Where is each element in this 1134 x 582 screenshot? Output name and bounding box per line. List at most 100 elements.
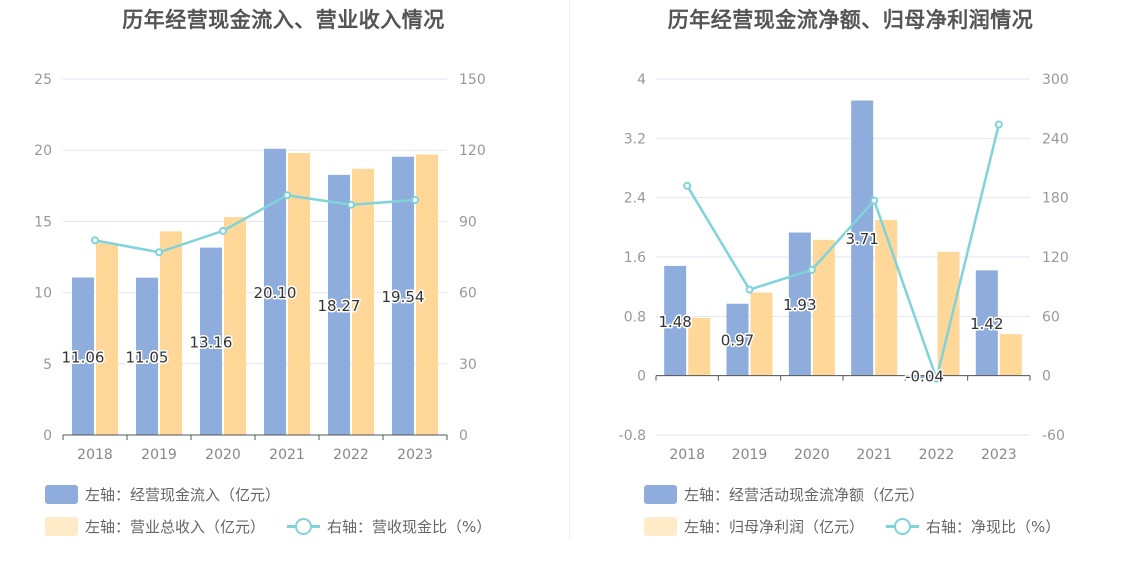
legend-item-net-profit[interactable]: 左轴：归母净利润（亿元）: [644, 516, 864, 537]
y-right-tick-label: 180: [1042, 191, 1069, 207]
y-right-tick-label: 0: [1042, 369, 1051, 385]
chart-panel-right: 历年经营现金流净额、归母净利润情况 -0.8 0 0.8 1.6 2.4 3.2 4 -60 0…: [567, 0, 1134, 582]
y-left-tick-label: 25: [34, 72, 52, 88]
line-point-2023: [994, 120, 1003, 129]
x-tick-label-2019: 2019: [732, 447, 768, 463]
x-tick-label-2018: 2018: [669, 447, 705, 463]
bar-secondary-2022: [937, 251, 960, 376]
x-tick-label-2020: 2020: [794, 447, 830, 463]
y-right-tick-label: 300: [1042, 72, 1069, 88]
bar-primary-2021: [851, 100, 874, 376]
line-point-2021: [870, 196, 879, 205]
line-point-2018: [91, 236, 99, 245]
chart-title-left: 历年经营现金流入、营业收入情况: [122, 8, 445, 32]
legend-line-cash-ratio-icon: [886, 517, 920, 536]
line-point-2023: [411, 196, 419, 205]
x-tick-label-2021: 2021: [269, 447, 305, 463]
line-point-2020: [807, 265, 816, 274]
line-point-2021: [283, 191, 291, 200]
x-tick-label-2020: 2020: [205, 447, 241, 463]
y-right-tick-label: 60: [459, 286, 477, 302]
line-point-2020: [219, 226, 227, 235]
data-label-2018: 1.48: [658, 313, 691, 331]
y-left-tick-label: 0: [637, 369, 646, 385]
panel-divider: [569, 0, 570, 540]
bar-primary-2023: [975, 270, 998, 376]
bar-secondary-2019: [160, 231, 182, 435]
legend-item-ratio[interactable]: 右轴：营收现金比（%）: [287, 516, 491, 537]
y-left-tick-label: 0.8: [624, 309, 646, 325]
y-left-tick-label: 3.2: [624, 131, 646, 147]
bar-secondary-2019: [750, 292, 773, 376]
legend-label-net-cashflow: 左轴：经营活动现金流净额（亿元）: [684, 485, 925, 504]
legend-item-cash-ratio[interactable]: 右轴：净现比（%）: [886, 516, 1060, 537]
line-point-2022: [932, 374, 941, 383]
data-label-2022: 18.27: [318, 297, 361, 315]
y-right-tick-label: -60: [1042, 428, 1065, 444]
legend-label-ratio: 右轴：营收现金比（%）: [327, 517, 492, 536]
legend-item-revenue[interactable]: 左轴：营业总收入（亿元）: [45, 516, 265, 537]
legend-right: 左轴：经营活动现金流净额（亿元） 左轴：归母净利润（亿元） 右轴：净现比（%）: [644, 478, 1134, 542]
y-left-tick-label: 15: [34, 214, 52, 230]
legend-item-inflow[interactable]: 左轴：经营现金流入（亿元）: [45, 484, 280, 505]
bar-primary-2019: [726, 303, 749, 376]
data-label-2018: 11.06: [62, 348, 105, 366]
y-left-tick-label: 1.6: [624, 250, 646, 266]
chart-panel-left: 历年经营现金流入、营业收入情况 0 5 10 15 20 25 0 30 60 90 120 150 2…: [34, 8, 565, 542]
y-right-tick-label: 150: [459, 72, 486, 88]
bar-primary-2021: [264, 148, 286, 435]
x-tick-label-2023: 2023: [981, 447, 1017, 463]
bar-secondary-2020: [224, 217, 246, 435]
data-label-2023: 19.54: [382, 288, 425, 306]
bar-secondary-2018: [688, 317, 711, 376]
data-label-2023: 1.42: [970, 315, 1003, 333]
x-tick-label-2022: 2022: [333, 447, 369, 463]
bar-primary-2018: [72, 277, 94, 435]
legend-label-revenue: 左轴：营业总收入（亿元）: [85, 517, 266, 536]
legend-item-net-cashflow[interactable]: 左轴：经营活动现金流净额（亿元）: [644, 484, 924, 505]
legend-left: 左轴：经营现金流入（亿元） 左轴：营业总收入（亿元） 右轴：营收现金比（%）: [45, 478, 565, 542]
line-series-right: [686, 124, 1001, 384]
bar-secondary-2022: [352, 168, 374, 435]
y-right-tick-label: 240: [1042, 131, 1069, 147]
line-point-2019: [155, 248, 163, 257]
y-right-tick-label: 30: [459, 357, 477, 373]
bar-primary-2020: [200, 247, 222, 435]
bar-primary-2022: [913, 375, 936, 379]
bar-primary-2019: [136, 277, 158, 435]
legend-swatch-net-profit: [644, 516, 677, 536]
legend-line-ratio-icon: [287, 517, 321, 536]
x-tick-label-2018: 2018: [77, 447, 113, 463]
y-left-tick-label: 5: [43, 357, 52, 373]
legend-label-cash-ratio: 右轴：净现比（%）: [926, 517, 1061, 536]
line-point-2022: [347, 200, 355, 209]
bar-secondary-2021: [288, 153, 310, 435]
x-tick-label-2019: 2019: [141, 447, 177, 463]
data-label-2020: 13.16: [190, 333, 233, 351]
legend-label-net-profit: 左轴：归母净利润（亿元）: [684, 517, 865, 536]
data-label-2022: -0.04: [905, 368, 944, 386]
bar-secondary-2020: [812, 239, 835, 376]
y-left-tick-label: 2.4: [624, 191, 646, 207]
bar-primary-2022: [328, 174, 350, 435]
line-point-2018: [683, 181, 692, 190]
bar-primary-2023: [392, 156, 414, 435]
y-right-tick-label: 0: [459, 428, 468, 444]
legend-swatch-revenue: [45, 516, 78, 536]
y-left-tick-label: 10: [34, 286, 52, 302]
bar-secondary-2021: [875, 219, 898, 376]
bar-secondary-2023: [416, 154, 438, 436]
bar-primary-2018: [664, 265, 687, 376]
y-left-tick-label: -0.8: [619, 428, 646, 444]
y-left-tick-label: 0: [43, 428, 52, 444]
chart-plot-left: 0 5 10 15 20 25 0 30 60 90 120 150 2018 2019 2020 2021 2…: [34, 72, 486, 463]
bar-primary-2020: [788, 232, 811, 376]
bar-secondary-2018: [96, 242, 118, 435]
y-right-tick-label: 90: [459, 214, 477, 230]
bar-secondary-2023: [999, 334, 1022, 376]
y-left-tick-label: 20: [34, 143, 52, 159]
x-tick-label-2022: 2022: [919, 447, 955, 463]
y-right-tick-label: 120: [459, 143, 486, 159]
legend-swatch-inflow: [45, 484, 78, 504]
legend-swatch-net-cashflow: [644, 484, 677, 504]
